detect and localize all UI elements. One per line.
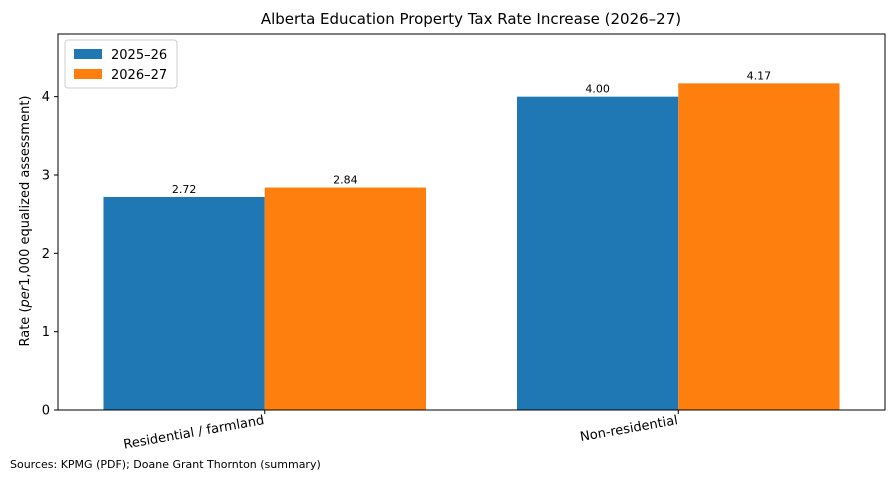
source-note: Sources: KPMG (PDF); Doane Grant Thornto… — [10, 458, 321, 471]
y-tick-label: 3 — [42, 169, 50, 184]
chart-title: Alberta Education Property Tax Rate Incr… — [261, 10, 681, 28]
legend-swatch — [74, 69, 102, 79]
plot-area: 2.72 2.84 Residential / farmland 4.00 4.17 No… — [42, 33, 886, 453]
legend-entry-label: 2026–27 — [111, 68, 167, 83]
y-axis-label-end: 1,000 equalized assessment) — [18, 96, 33, 286]
legend-swatch — [74, 49, 102, 59]
y-axis-label: Rate (per1,000 equalized assessment) — [18, 96, 33, 347]
legend: 2025–26 2026–27 — [64, 39, 178, 89]
y-tick-label: 2 — [42, 247, 50, 262]
bar-value-label: 4.00 — [585, 83, 610, 96]
bar-value-label: 4.17 — [747, 69, 772, 82]
y-axis-label-start: Rate ( — [18, 307, 33, 346]
x-tick-label: Non-residential — [579, 413, 679, 445]
bar — [678, 83, 840, 410]
bar — [516, 96, 679, 411]
y-tick-label: 0 — [42, 404, 50, 419]
y-axis-label-italic: per — [18, 284, 33, 308]
y-tick-label: 4 — [42, 90, 50, 105]
plot-frame — [57, 33, 886, 411]
y-tick-label: 1 — [42, 325, 50, 340]
bar-value-label: 2.72 — [172, 183, 197, 196]
bar-value-label: 2.84 — [333, 174, 358, 187]
x-tick-label: Residential / farmland — [122, 413, 265, 453]
bar — [264, 187, 427, 410]
bar — [103, 196, 265, 410]
legend-entry-label: 2025–26 — [111, 48, 167, 63]
